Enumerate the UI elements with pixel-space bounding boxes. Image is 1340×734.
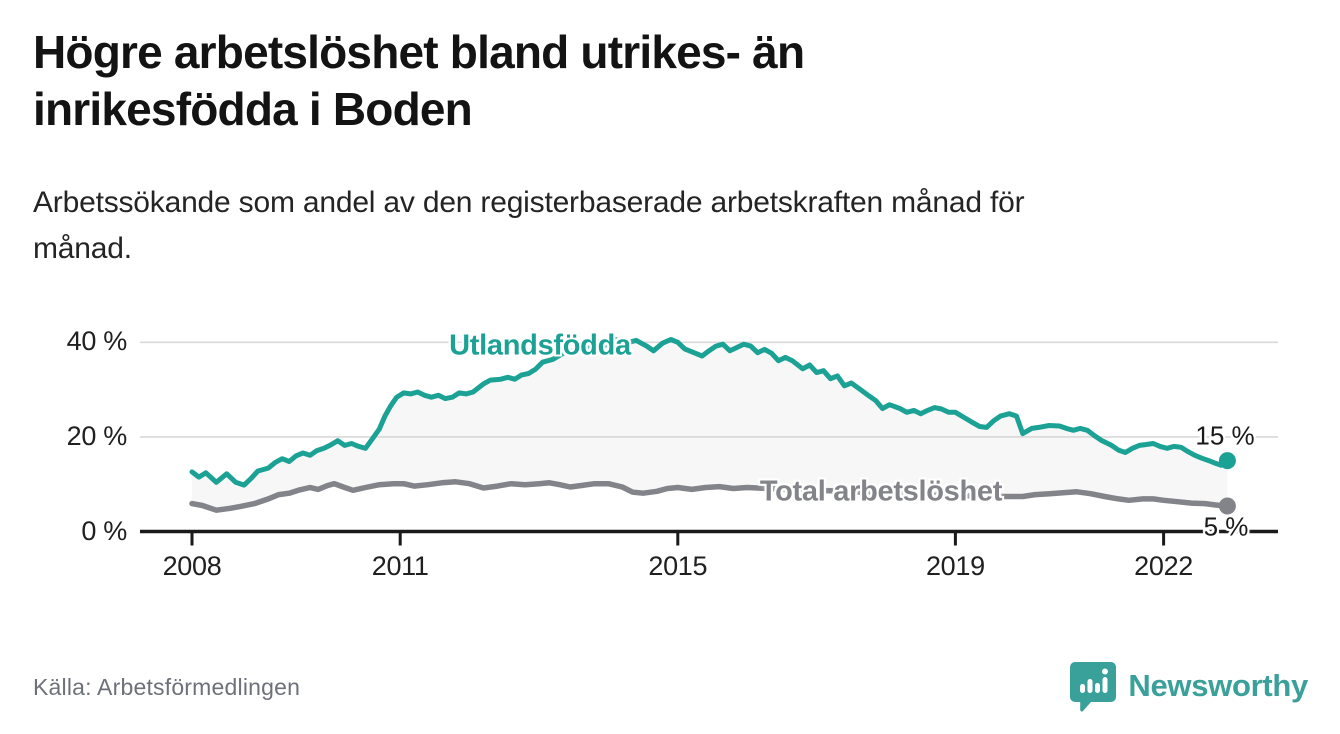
y-axis-tick-label: 20 % (66, 420, 128, 451)
page-title-line-1: Högre arbetslöshet bland utrikes- än (33, 26, 805, 78)
page-title: Högre arbetslöshet bland utrikes- än inr… (33, 24, 1153, 138)
end-value-label-total: 5 % (1203, 511, 1249, 542)
series-label-total: Total arbetslöshet (759, 475, 1003, 508)
page-title-line-2: inrikesfödda i Boden (33, 83, 473, 135)
series-end-dot-total (1218, 497, 1236, 515)
brand-wordmark: Newsworthy (1128, 668, 1308, 703)
x-axis-tick-label: 2019 (925, 551, 985, 581)
fill-between-series (192, 339, 1228, 511)
chart-subtitle: Arbetssökande som andel av den registerb… (33, 180, 1193, 272)
y-axis-tick-label: 0 % (81, 515, 127, 546)
x-axis-tick-label: 2008 (162, 551, 222, 581)
series-line-utlandsfodda (189, 337, 1230, 488)
series-line-total (189, 479, 1231, 513)
series-end-dot-utlandsfodda (1218, 452, 1236, 470)
series-label-utlandsfodda: Utlandsfödda (449, 329, 631, 362)
end-value-label-utlandsfodda: 15 % (1195, 420, 1255, 451)
chart-subtitle-line-1: Arbetssökande som andel av den registerb… (33, 186, 1025, 219)
newsworthy-logo-icon (1070, 662, 1117, 712)
x-axis-tick-label: 2015 (648, 551, 708, 581)
newsworthy-brand: Newsworthy (1069, 658, 1308, 714)
y-axis-tick-label: 40 % (66, 326, 128, 357)
chart-plot-area (140, 337, 1278, 546)
x-axis-tick-label: 2011 (371, 551, 429, 581)
source-attribution: Källa: Arbetsförmedlingen (33, 674, 301, 700)
chart-subtitle-line-2: månad. (33, 232, 132, 265)
x-axis-tick-label: 2022 (1134, 551, 1194, 581)
